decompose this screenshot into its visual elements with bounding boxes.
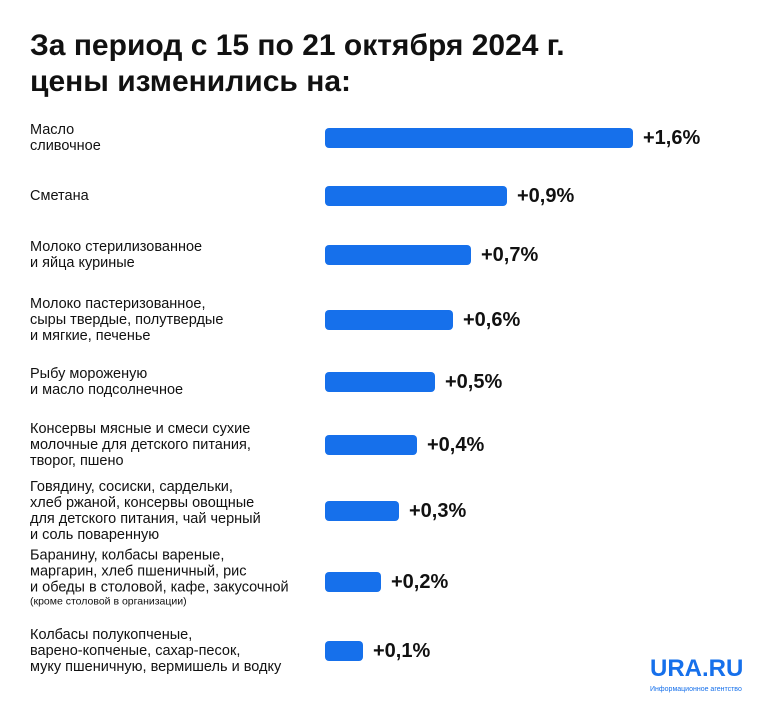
category-label-line: Рыбу мороженую (30, 366, 148, 382)
category-label-line: Говядину, сосиски, сардельки, (30, 479, 233, 495)
category-label: Сметана (30, 188, 89, 204)
value-label: +0,5% (445, 371, 503, 393)
category-label-line: Молоко стерилизованное (30, 239, 203, 255)
category-label-line: хлеб ржаной, консервы овощные (30, 495, 255, 511)
category-label: Баранину, колбасы вареные, маргарин, хлеб… (30, 548, 289, 609)
category-label-line: сливочное (30, 138, 101, 154)
category-label-line: Колбасы полукопченые, (30, 627, 193, 643)
category-label: Масло сливочное (30, 122, 101, 154)
bar (325, 186, 507, 206)
category-label-line: варено-копченые, сахар-песок, (30, 643, 241, 659)
category-label: Колбасы полукопченые, варено-копченые, са… (30, 627, 281, 675)
category-note: (кроме столовой в организации) (30, 595, 187, 608)
category-label-line: и масло подсолнечное (30, 382, 184, 398)
category-label-line: и яйца куриные (30, 255, 135, 271)
ura-logo: URA.RU (650, 655, 744, 682)
value-label: +0,7% (481, 244, 539, 266)
bar (325, 128, 633, 148)
value-label: +1,6% (643, 127, 701, 149)
category-label-line: и соль поваренную (30, 527, 160, 543)
category-label-line: и обеды в столовой, кафе, закусочной (30, 579, 289, 596)
category-label: Молоко пастеризованное, сыры твердые, пол… (30, 296, 223, 344)
category-label-line: муку пшеничную, вермишель и водку (30, 659, 282, 675)
bar (325, 435, 417, 455)
value-label: +0,4% (427, 434, 485, 456)
chart-title: За период с 15 по 21 октября 2024 г. цен… (30, 28, 565, 100)
bar (325, 372, 435, 392)
category-label-line: для детского питания, чай черный (30, 511, 261, 527)
category-label-line: сыры твердые, полутвердые (30, 312, 224, 328)
category-label: Говядину, сосиски, сардельки, хлеб ржаной… (30, 479, 261, 543)
category-label: Консервы мясные и смеси сухие молочные дл… (30, 421, 251, 469)
value-label: +0,2% (391, 571, 449, 593)
category-label: Молоко стерилизованное и яйца куриные (30, 239, 202, 271)
bar (325, 641, 363, 661)
category-label-line: и мягкие, печенье (30, 328, 151, 344)
category-label: Рыбу мороженую и масло подсолнечное (30, 366, 183, 398)
bar (325, 572, 381, 592)
value-label: +0,9% (517, 185, 575, 207)
title-line-1: За период с 15 по 21 октября 2024 г. (30, 29, 565, 62)
bar (325, 310, 453, 330)
category-label-line: творог, пшено (30, 453, 124, 469)
category-label-line: Баранину, колбасы вареные, (30, 547, 225, 564)
category-label-line: Сметана (30, 188, 89, 204)
bar (325, 245, 471, 265)
logo-subtitle: Информационное агентство (650, 686, 742, 693)
value-label: +0,1% (373, 640, 431, 662)
category-label-line: маргарин, хлеб пшеничный, рис (30, 563, 247, 580)
title-line-2: цены изменились на: (30, 65, 352, 98)
category-label-line: Масло (30, 122, 75, 138)
value-label: +0,6% (463, 309, 521, 331)
value-label: +0,3% (409, 500, 467, 522)
category-label-line: Консервы мясные и смеси сухие (30, 421, 251, 437)
category-label-line: Молоко пастеризованное, (30, 296, 206, 312)
bar (325, 501, 399, 521)
category-label-line: молочные для детского питания, (30, 437, 251, 453)
